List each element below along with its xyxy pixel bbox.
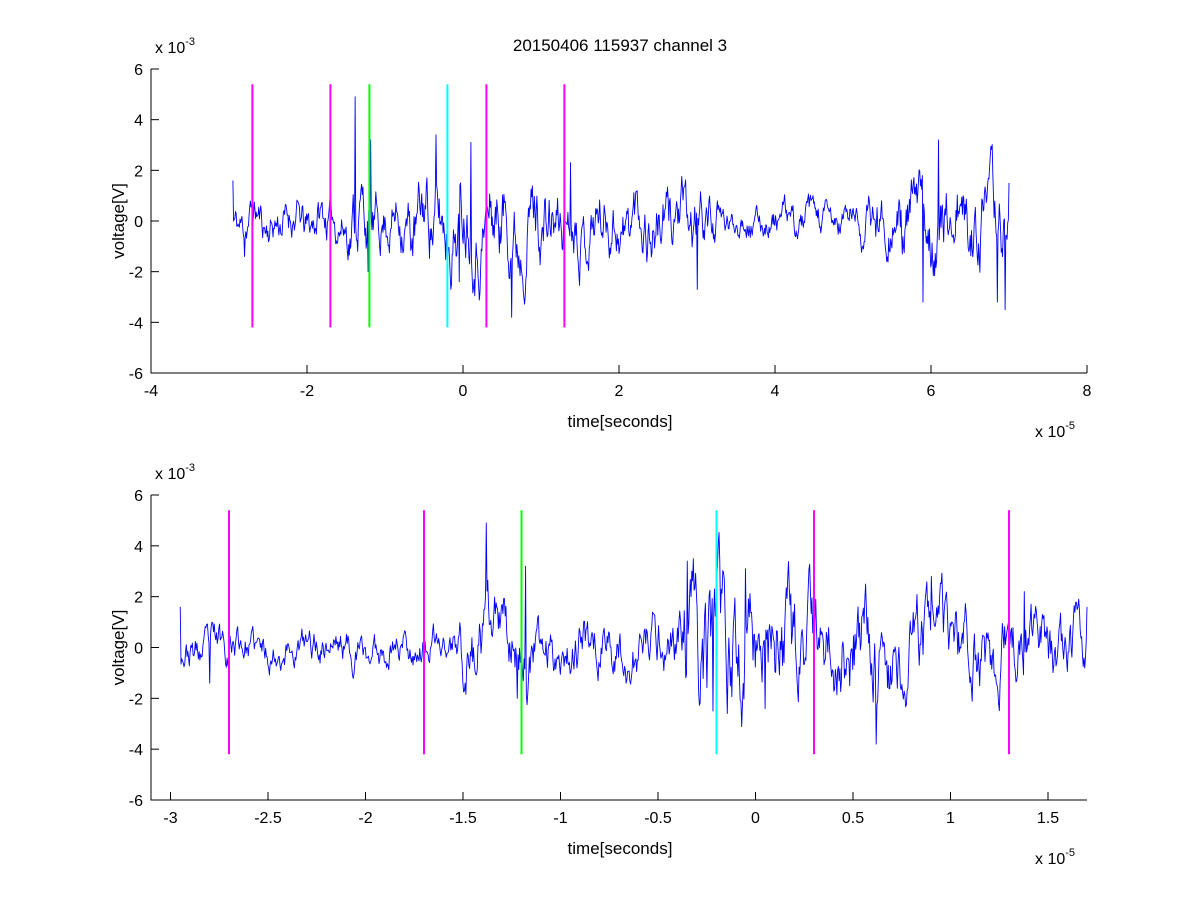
y-tick-label: 6 (134, 488, 143, 505)
y-exponent-label: x 10-3 (155, 36, 195, 57)
y-tick-label: -2 (129, 265, 143, 282)
x-tick-label: 1.5 (1037, 810, 1059, 827)
x-tick-label: 8 (1083, 383, 1092, 400)
x-tick-label: -2 (358, 810, 372, 827)
y-tick-label: 2 (134, 163, 143, 180)
x-tick-label: 0.5 (842, 810, 864, 827)
x-exponent-label: x 10-5 (1035, 420, 1075, 441)
x-tick-label: 4 (771, 383, 780, 400)
x-tick-label: -2.5 (254, 810, 282, 827)
y-tick-label: 0 (134, 641, 143, 658)
x-tick-label: 0 (459, 383, 468, 400)
x-tick-label: -2 (300, 383, 314, 400)
y-tick-label: -4 (129, 315, 143, 332)
signal-trace-0 (179, 522, 1088, 745)
x-tick-label: 2 (615, 383, 624, 400)
x-axis-label: time[seconds] (568, 412, 673, 431)
y-tick-label: -6 (129, 366, 143, 383)
top-panel: -4 -2 0 2 4 6 8-6-4-20246time[seconds]voltage[… (109, 36, 1092, 441)
y-tick-label: -6 (129, 793, 143, 810)
x-tick-label: 0 (751, 810, 760, 827)
y-tick-label: -4 (129, 742, 143, 759)
x-tick-label: -1.5 (449, 810, 477, 827)
x-tick-label: -3 (163, 810, 177, 827)
x-tick-label: 1 (946, 810, 955, 827)
y-tick-label: 4 (134, 113, 143, 130)
x-tick-label: -4 (144, 383, 158, 400)
x-tick-label: -1 (553, 810, 567, 827)
x-axis-label: time[seconds] (568, 839, 673, 858)
y-axis-label: voltage[V] (109, 183, 128, 259)
bottom-panel: -3 -2.5 -2 -1.5 -1 -0.5 0 0.5 1 1.5 -6 -4 -2 0 2 4 6 time… (109, 462, 1088, 868)
x-tick-label: 6 (927, 383, 936, 400)
y-axis-label: voltage[V] (109, 610, 128, 686)
x-exponent-label: x 10-5 (1035, 847, 1075, 868)
y-exponent-label: x 10-3 (155, 462, 195, 483)
y-tick-label: -2 (129, 691, 143, 708)
y-tick-label: 6 (134, 62, 143, 79)
y-tick-label: 0 (134, 214, 143, 231)
chart-title: 20150406 115937 channel 3 (513, 36, 727, 55)
y-tick-label: 4 (134, 539, 143, 556)
signal-trace-0 (232, 96, 1010, 318)
x-tick-label: -0.5 (644, 810, 672, 827)
y-tick-label: 2 (134, 590, 143, 607)
